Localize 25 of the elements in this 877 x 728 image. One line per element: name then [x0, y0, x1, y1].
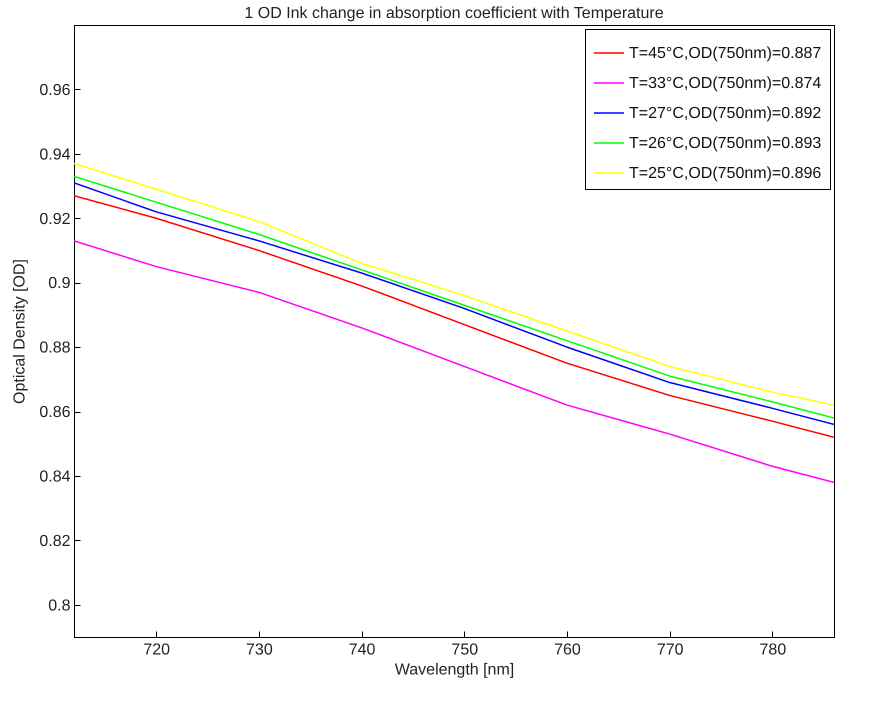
x-tick-label: 770 — [656, 642, 684, 658]
legend-label: T=26°C,OD(750nm)=0.893 — [629, 135, 822, 152]
x-tick-label: 780 — [760, 642, 786, 658]
x-axis-title: Wavelength [nm] — [394, 662, 514, 678]
legend-label: T=33°C,OD(750nm)=0.874 — [629, 75, 822, 92]
x-tick-label: 750 — [451, 642, 478, 658]
x-tick-label: 760 — [554, 642, 581, 658]
y-tick-label: 0.82 — [39, 532, 71, 550]
y-tick-label: 0.9 — [48, 275, 71, 292]
x-tick-label: 730 — [246, 642, 273, 658]
legend-label: T=25°C,OD(750nm)=0.896 — [629, 165, 822, 182]
y-tick-label: 0.84 — [39, 468, 71, 486]
y-tick-label: 0.96 — [39, 82, 71, 99]
y-tick-label: 0.88 — [39, 340, 71, 357]
legend-label: T=45°C,OD(750nm)=0.887 — [629, 45, 822, 62]
y-tick-label: 0.92 — [39, 210, 71, 228]
legend-label: T=27°C,OD(750nm)=0.892 — [629, 105, 822, 122]
x-tick-label: 720 — [143, 642, 170, 658]
y-tick-label: 0.86 — [39, 404, 71, 422]
line-series — [74, 240, 834, 484]
chart-title: 1 OD Ink change in absorption coefficient with Temperature — [244, 5, 664, 22]
y-tick-label: 0.8 — [48, 597, 71, 614]
y-tick-label: 0.94 — [39, 146, 71, 164]
x-tick-label: 740 — [348, 642, 376, 658]
y-axis-title: Optical Density [OD] — [11, 259, 28, 404]
